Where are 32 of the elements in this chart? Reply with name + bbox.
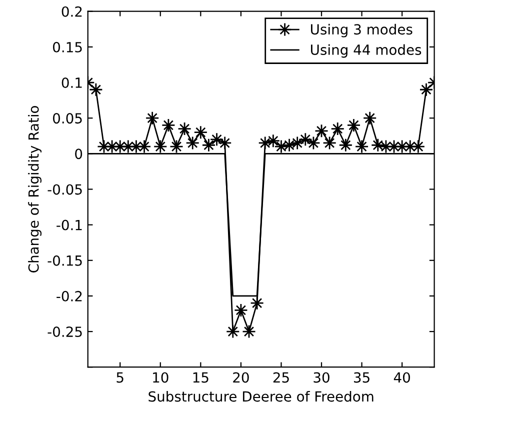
point bbox=[161, 118, 176, 132]
y-tick-label: -0.15 bbox=[48, 255, 82, 266]
point bbox=[330, 122, 345, 136]
point bbox=[234, 303, 248, 318]
point bbox=[338, 138, 353, 152]
x-tick-label: 5 bbox=[116, 372, 124, 383]
y-axis-title: Change of Rigidity Ratio bbox=[28, 106, 42, 272]
y-tick-label: -0.2 bbox=[56, 290, 82, 302]
x-tick-label: 40 bbox=[394, 372, 410, 383]
x-tick-label: 30 bbox=[314, 372, 330, 383]
x-tick-label: 25 bbox=[273, 372, 289, 383]
y-tick-label: 0 bbox=[75, 148, 82, 160]
x-axis-title: Substructure Deeree of Freedom bbox=[148, 390, 374, 402]
point bbox=[88, 82, 103, 97]
x-tick-label: 15 bbox=[193, 372, 208, 383]
x-tick-label: 20 bbox=[233, 372, 249, 383]
point bbox=[202, 138, 216, 152]
legend-label: Using 3 modes bbox=[311, 24, 412, 38]
point bbox=[145, 111, 160, 126]
x-tick-label: 35 bbox=[354, 372, 370, 383]
point bbox=[362, 111, 377, 126]
x-tick-label: 10 bbox=[153, 372, 168, 383]
y-tick-label: 0.1 bbox=[62, 77, 82, 88]
point bbox=[194, 125, 208, 140]
y-tick-label: 0.2 bbox=[62, 6, 82, 17]
y-tick-label: 0.05 bbox=[53, 113, 82, 124]
legend-label: Using 44 modes bbox=[311, 44, 422, 58]
y-tick-label: -0.1 bbox=[56, 220, 82, 230]
y-tick-label: -0.25 bbox=[48, 326, 82, 338]
y-tick-label: -0.05 bbox=[48, 184, 82, 195]
y-tick-label: 0.15 bbox=[53, 42, 82, 52]
point bbox=[346, 118, 361, 132]
